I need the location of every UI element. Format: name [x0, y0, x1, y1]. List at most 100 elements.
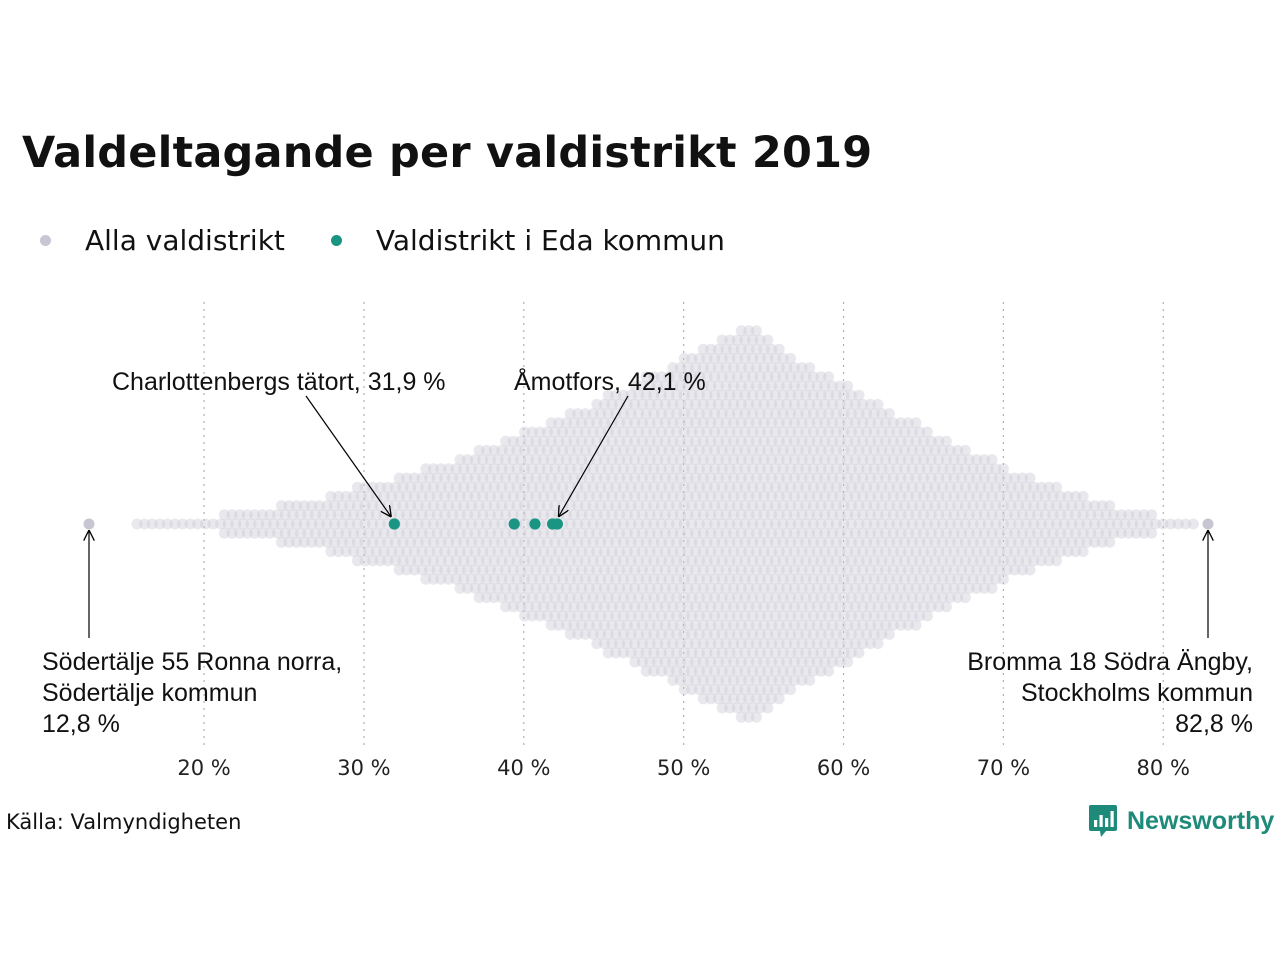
district-point [587, 536, 599, 548]
district-point [655, 647, 667, 659]
district-point [807, 536, 819, 548]
district-point [697, 546, 709, 558]
district-point [834, 546, 846, 558]
district-point [408, 564, 420, 576]
district-point [895, 619, 907, 631]
district-point [758, 582, 770, 594]
district-point [367, 555, 379, 567]
district-point [663, 610, 675, 622]
district-point [606, 564, 618, 576]
district-point [325, 490, 337, 502]
district-point [720, 509, 732, 521]
district-point [785, 444, 797, 456]
district-point [690, 472, 702, 484]
district-point [777, 371, 789, 383]
district-point [1009, 564, 1021, 576]
district-point [838, 518, 850, 530]
district-point [693, 647, 705, 659]
district-point [344, 500, 356, 512]
district-point [443, 481, 455, 493]
district-point [534, 444, 546, 456]
district-point [667, 509, 679, 521]
district-point [500, 527, 512, 539]
district-point [807, 610, 819, 622]
district-point [959, 518, 971, 530]
district-point [952, 481, 964, 493]
district-point [678, 536, 690, 548]
district-point [625, 518, 637, 530]
district-point [1020, 481, 1032, 493]
district-point [895, 564, 907, 576]
x-tick-label: 30 % [337, 756, 390, 780]
district-point [982, 463, 994, 475]
district-point [674, 362, 686, 374]
district-point [724, 463, 736, 475]
district-point [697, 638, 709, 650]
district-point [530, 435, 542, 447]
district-point [762, 573, 774, 585]
district-point [682, 601, 694, 613]
district-point [465, 555, 477, 567]
district-point [701, 684, 713, 696]
district-point [959, 444, 971, 456]
district-point [492, 527, 504, 539]
district-point [310, 509, 322, 521]
district-point [557, 573, 569, 585]
district-point [382, 536, 394, 548]
district-point [420, 518, 432, 530]
district-point [747, 647, 759, 659]
district-point [959, 592, 971, 604]
district-point [826, 454, 838, 466]
district-point [545, 527, 557, 539]
district-point [944, 536, 956, 548]
district-point [488, 463, 500, 475]
district-point [481, 555, 493, 567]
district-point [697, 362, 709, 374]
district-point [427, 573, 439, 585]
district-point [902, 454, 914, 466]
district-point [671, 536, 683, 548]
district-point [720, 656, 732, 668]
district-point [420, 463, 432, 475]
district-point [728, 527, 740, 539]
district-point [458, 536, 470, 548]
district-point [750, 693, 762, 705]
district-point [750, 417, 762, 429]
district-point [405, 555, 417, 567]
district-point [762, 647, 774, 659]
district-point [659, 601, 671, 613]
district-point [663, 389, 675, 401]
district-point [887, 454, 899, 466]
district-point [587, 481, 599, 493]
district-point [526, 610, 538, 622]
district-point [340, 490, 352, 502]
district-point [762, 684, 774, 696]
district-point [644, 398, 656, 410]
district-point [796, 509, 808, 521]
district-point [462, 454, 474, 466]
district-point [716, 665, 728, 677]
district-point [929, 481, 941, 493]
district-point [849, 454, 861, 466]
district-point [891, 463, 903, 475]
district-point [937, 536, 949, 548]
district-point [336, 500, 348, 512]
district-point [754, 334, 766, 346]
district-point [762, 702, 774, 714]
district-point [1043, 481, 1055, 493]
district-point [880, 490, 892, 502]
district-point [336, 518, 348, 530]
district-point [716, 684, 728, 696]
district-point [1073, 518, 1085, 530]
district-point [667, 362, 679, 374]
district-point [758, 619, 770, 631]
district-point [959, 463, 971, 475]
district-point [910, 564, 922, 576]
district-point [519, 500, 531, 512]
district-point [473, 592, 485, 604]
district-point [454, 546, 466, 558]
district-point [739, 444, 751, 456]
district-point [454, 454, 466, 466]
district-point [978, 472, 990, 484]
district-point [671, 573, 683, 585]
